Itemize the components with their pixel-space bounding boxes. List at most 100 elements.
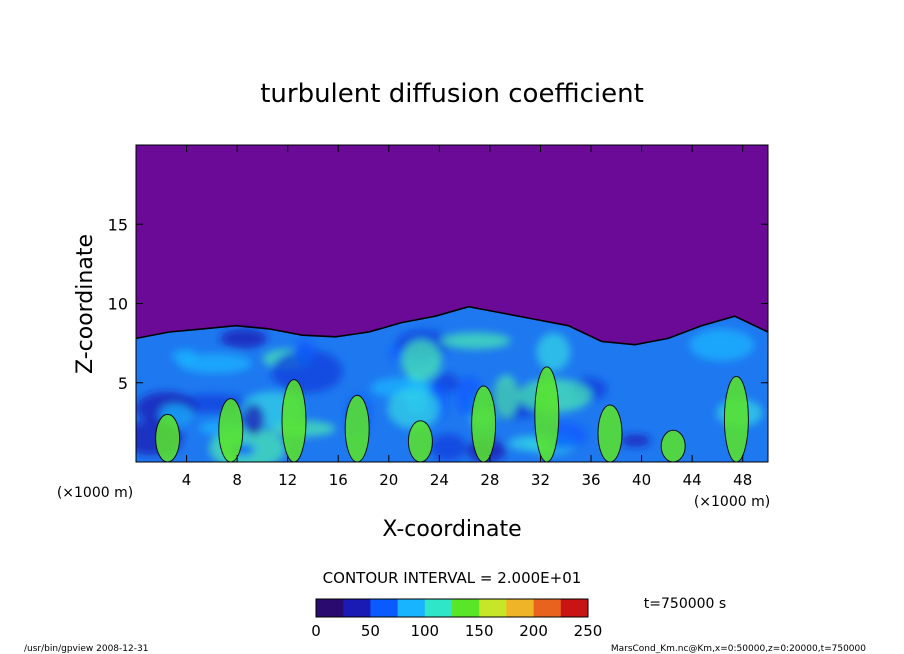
plume-core [660, 429, 686, 462]
turbulence-cell [242, 403, 265, 435]
turbulence-cell [172, 349, 198, 364]
time-label: t=750000 s [644, 596, 726, 612]
x-axis-label: X-coordinate [382, 517, 521, 542]
plume-core [597, 404, 623, 462]
colorbar-swatch [343, 599, 351, 617]
turbulence-cell [620, 434, 651, 447]
plume-core [344, 394, 370, 462]
colorbar-swatch [390, 599, 399, 617]
colorbar-tick-label: 150 [465, 622, 494, 640]
colorbar-swatch [458, 599, 467, 617]
colorbar-swatch [452, 599, 460, 617]
y-tick-label: 10 [108, 295, 128, 314]
colorbar-swatch [329, 599, 337, 617]
x-units-label: (×1000 m) [694, 494, 770, 510]
x-axis: 4 8 12 16 20 24 28 32 36 40 44 48 [182, 145, 752, 489]
plume-core [723, 375, 749, 462]
colorbar-swatch [336, 599, 344, 617]
turbulence-cell [294, 339, 315, 363]
colorbar-tick-label: 100 [410, 622, 439, 640]
turbulence-cell [271, 349, 343, 393]
y-axis-label: Z-coordinate [73, 234, 98, 374]
colorbar [316, 599, 589, 617]
x-tick-label: 16 [329, 471, 348, 489]
colorbar-swatch [363, 599, 371, 617]
turbulence-cell [689, 328, 755, 362]
colorbar-swatch [540, 599, 548, 617]
colorbar-swatch [499, 599, 507, 617]
x-tick-label: 36 [581, 471, 600, 489]
colorbar-swatch [492, 599, 501, 617]
turbulence-cell [220, 328, 268, 349]
colorbar-frame [315, 598, 589, 618]
turbulence-cell [387, 388, 440, 430]
colorbar-swatch [397, 599, 405, 617]
turbulence-cell [536, 332, 571, 372]
colorbar-tick-label: 50 [361, 622, 380, 640]
plume-core [534, 366, 560, 462]
footer-right: MarsCond_Km.nc@Km,x=0:50000,z=0:20000,t=… [611, 644, 866, 654]
colorbar-swatch [424, 599, 433, 617]
turbulence-cell [401, 339, 442, 382]
colorbar-swatch [411, 599, 419, 617]
colorbar-swatch [520, 599, 528, 617]
colorbar-swatch [384, 599, 392, 617]
colorbar-swatch [513, 599, 521, 617]
chart-title: turbulent diffusion coefficient [260, 79, 644, 109]
colorbar-swatch [472, 599, 480, 617]
y-tick-label: 5 [118, 374, 128, 393]
colorbar-swatch [479, 599, 487, 617]
plume-core [281, 379, 307, 462]
plume-core [218, 398, 244, 462]
colorbar-swatch [438, 599, 446, 617]
x-tick-label: 48 [733, 471, 752, 489]
x-tick-label: 24 [430, 471, 449, 489]
y-axis: 5 10 15 [108, 215, 768, 393]
x-tick-label: 8 [232, 471, 242, 489]
colorbar-swatch [581, 599, 589, 617]
colorbar-tick-label: 250 [574, 622, 603, 640]
colorbar-swatch [418, 599, 426, 617]
colorbar-swatch [322, 599, 331, 617]
colorbar-swatch [486, 599, 494, 617]
colorbar-swatch [316, 599, 324, 617]
colorbar-tick-label: 0 [311, 622, 321, 640]
colorbar-swatch [377, 599, 385, 617]
colorbar-swatch [547, 599, 555, 617]
colorbar-tick-label: 200 [519, 622, 548, 640]
colorbar-swatch [431, 599, 439, 617]
colorbar-swatch [554, 599, 562, 617]
x-tick-label: 28 [480, 471, 499, 489]
x-tick-label: 4 [182, 471, 192, 489]
colorbar-swatch [567, 599, 575, 617]
plume-core [471, 385, 497, 462]
x-tick-label: 20 [379, 471, 398, 489]
colorbar-ticks: 0 50 100 150 200 250 [311, 622, 602, 640]
turbulence-cell [429, 433, 467, 462]
colorbar-swatch [370, 599, 378, 617]
y-units-label: (×1000 m) [57, 485, 133, 501]
turbulence-cell [493, 374, 519, 419]
contour-interval-label: CONTOUR INTERVAL = 2.000E+01 [323, 569, 582, 587]
colorbar-swatch [574, 599, 582, 617]
colorbar-swatch [560, 599, 569, 617]
plume-core [155, 413, 181, 462]
colorbar-swatch [350, 599, 358, 617]
x-tick-label: 32 [531, 471, 550, 489]
x-tick-label: 12 [278, 471, 297, 489]
colorbar-swatch [445, 599, 453, 617]
plume-core [407, 420, 433, 462]
turbulence-cell [440, 332, 511, 350]
colorbar-swatch [533, 599, 541, 617]
footer-left: /usr/bin/gpview 2008-12-31 [24, 644, 148, 654]
colorbar-swatch [526, 599, 535, 617]
colorbar-swatch [356, 599, 365, 617]
plot-area [136, 145, 768, 462]
y-tick-label: 15 [108, 215, 128, 234]
colorbar-swatch [404, 599, 412, 617]
colorbar-swatch [465, 599, 473, 617]
x-tick-label: 44 [683, 471, 702, 489]
colorbar-swatch [506, 599, 514, 617]
x-tick-label: 40 [632, 471, 651, 489]
